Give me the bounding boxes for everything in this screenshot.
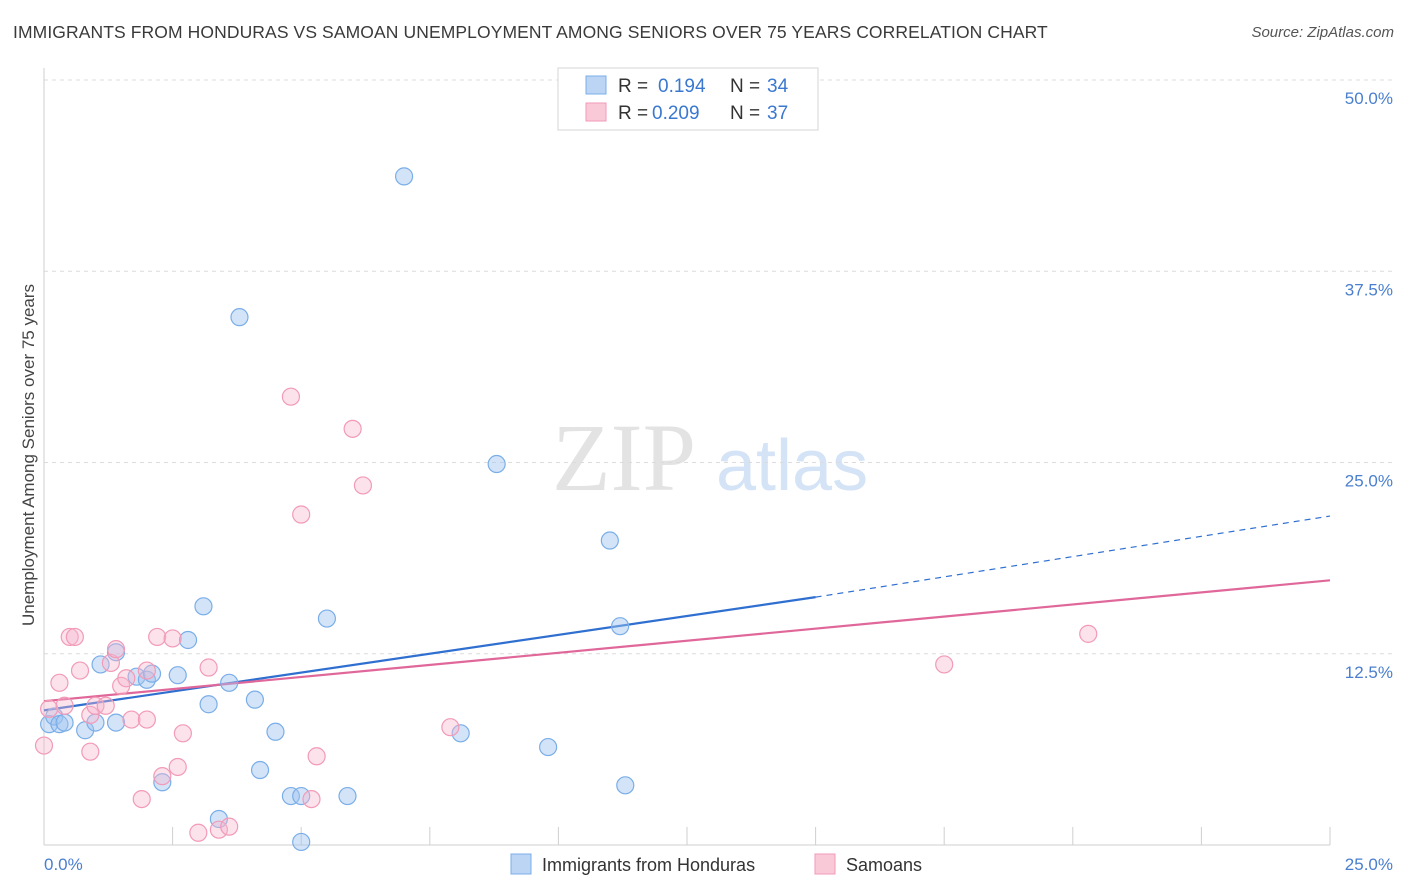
point-samoans-2 <box>50 673 69 692</box>
point-samoans-28 <box>281 387 301 406</box>
point-honduras-23 <box>281 786 301 806</box>
y-tick-label-1: 25.0% <box>1345 472 1393 491</box>
point-samoans-9 <box>86 696 105 715</box>
grid-lines <box>44 79 1392 655</box>
legend-r-label-1: R = <box>618 76 648 97</box>
point-samoans-20 <box>153 767 172 786</box>
bottom-legend-label-samoans: Samoans <box>846 855 922 875</box>
point-samoans-3 <box>55 696 74 715</box>
point-honduras-29 <box>451 724 470 743</box>
point-samoans-31 <box>307 747 326 766</box>
legend-r-value-2: 0.209 <box>652 103 700 124</box>
source-label: Source: ZipAtlas.com <box>1251 24 1394 41</box>
point-honduras-31 <box>539 737 558 757</box>
legend-r-value-1: 0.194 <box>658 76 706 97</box>
point-honduras-24 <box>292 786 311 806</box>
point-honduras-3 <box>55 713 74 732</box>
point-samoans-1 <box>40 699 59 718</box>
point-honduras-22 <box>266 722 285 741</box>
y-tick-label-2: 37.5% <box>1345 280 1393 299</box>
point-honduras-28 <box>394 167 414 186</box>
legend-n-label-2: N = <box>730 103 760 124</box>
point-samoans-10 <box>96 696 115 715</box>
point-samoans-7 <box>81 705 100 725</box>
point-samoans-33 <box>353 476 373 495</box>
legend-r-label-2: R = <box>618 103 648 124</box>
legend-swatch-honduras <box>585 75 607 95</box>
data-points <box>34 167 1098 852</box>
point-honduras-17 <box>209 809 228 829</box>
x-tick-label-0: 0.0% <box>44 855 83 874</box>
point-honduras-25 <box>292 832 311 852</box>
y-tick-label-0: 12.5% <box>1345 663 1393 682</box>
point-honduras-26 <box>317 609 337 628</box>
trend-line-samoans <box>43 579 1331 703</box>
point-honduras-7 <box>106 713 126 732</box>
trend-line-honduras-extension <box>815 515 1331 598</box>
point-samoans-35 <box>935 655 954 674</box>
y-tick-label-3: 50.0% <box>1345 89 1393 108</box>
point-samoans-8 <box>81 742 100 761</box>
top-legend: R = 0.194 N = 34 R = 0.209 N = 37 <box>557 67 819 131</box>
point-samoans-4 <box>60 627 79 647</box>
point-samoans-14 <box>117 669 136 688</box>
watermark-atlas: atlas <box>716 426 868 506</box>
point-honduras-12 <box>153 773 172 792</box>
point-samoans-34 <box>441 718 460 737</box>
bottom-legend-swatch-samoans <box>814 853 836 875</box>
point-samoans-25 <box>199 658 218 677</box>
point-samoans-5 <box>65 627 84 647</box>
point-honduras-33 <box>611 617 630 636</box>
point-honduras-14 <box>178 630 198 650</box>
legend-n-value-2: 37 <box>767 103 788 124</box>
point-samoans-17 <box>137 710 156 729</box>
point-samoans-27 <box>220 817 239 836</box>
point-honduras-11 <box>142 664 162 683</box>
legend-n-value-1: 34 <box>767 76 789 97</box>
point-honduras-30 <box>487 454 506 474</box>
point-samoans-23 <box>173 724 192 743</box>
y-axis-label: Unemployment Among Seniors over 75 years <box>19 284 38 626</box>
point-honduras-18 <box>220 673 239 692</box>
point-samoans-11 <box>101 653 120 673</box>
point-honduras-34 <box>616 776 635 795</box>
point-samoans-19 <box>148 627 167 647</box>
point-samoans-29 <box>292 505 311 524</box>
point-honduras-32 <box>600 531 619 550</box>
point-samoans-30 <box>302 789 321 809</box>
watermark-zip: ZIP <box>552 404 696 511</box>
bottom-legend: Immigrants from Honduras Samoans <box>510 853 922 875</box>
legend-n-label-1: N = <box>730 76 760 97</box>
chart-title: IMMIGRANTS FROM HONDURAS VS SAMOAN UNEMP… <box>13 22 1048 42</box>
bottom-legend-swatch-honduras <box>510 853 532 875</box>
point-samoans-16 <box>132 789 151 809</box>
legend-swatch-samoans <box>585 102 607 122</box>
point-samoans-24 <box>189 823 208 842</box>
point-samoans-15 <box>122 710 141 729</box>
point-samoans-22 <box>168 757 187 777</box>
point-honduras-19 <box>230 308 249 327</box>
point-honduras-16 <box>199 695 218 714</box>
trend-lines <box>43 515 1331 712</box>
point-samoans-32 <box>343 419 362 438</box>
point-samoans-21 <box>163 629 182 648</box>
point-samoans-26 <box>209 820 228 839</box>
point-honduras-15 <box>194 597 213 616</box>
bottom-legend-label-honduras: Immigrants from Honduras <box>542 855 755 875</box>
point-honduras-13 <box>168 666 187 685</box>
point-samoans-18 <box>137 661 156 680</box>
point-honduras-21 <box>250 760 270 780</box>
point-samoans-0 <box>34 736 54 755</box>
point-honduras-20 <box>245 690 265 709</box>
point-honduras-27 <box>338 786 357 806</box>
point-samoans-36 <box>1079 624 1098 643</box>
point-samoans-6 <box>70 661 90 680</box>
x-tick-label-1: 25.0% <box>1345 855 1393 874</box>
tick-labels: 12.5% 25.0% 37.5% 50.0% 0.0% 25.0% <box>44 89 1393 874</box>
point-samoans-12 <box>106 640 126 659</box>
trend-line-honduras <box>43 596 816 712</box>
